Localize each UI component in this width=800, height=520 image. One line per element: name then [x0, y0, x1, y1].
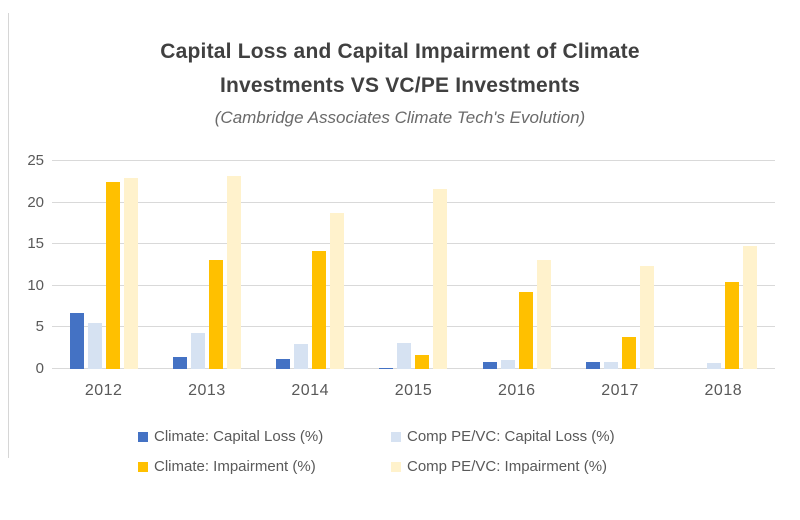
- x-tick-label-2015: 2015: [394, 382, 433, 399]
- bar-climate_imp-2014: [312, 250, 327, 369]
- bar-group-2013: [155, 161, 258, 369]
- x-tick-label-2018: 2018: [704, 382, 743, 399]
- bar-group-2012: [52, 161, 155, 369]
- bar-comp_loss-2012: [87, 323, 102, 369]
- gridline-0: [52, 368, 775, 369]
- chart-title-line2: Investments VS VC/PE Investments: [219, 74, 581, 97]
- bar-comp_loss-2015: [397, 343, 412, 369]
- legend-label-climate_loss: Climate: Capital Loss (%): [154, 428, 324, 445]
- bar-group-2015: [362, 161, 465, 369]
- bar-climate_loss-2013: [172, 357, 187, 369]
- y-tick-label-20: 20: [27, 193, 44, 211]
- bar-climate_loss-2014: [276, 359, 291, 369]
- legend-marker-comp_loss: [391, 431, 401, 442]
- y-axis: 0 5 10 15 20 25: [0, 152, 44, 377]
- chart-title-line1: Capital Loss and Capital Impairment of C…: [160, 40, 640, 63]
- bar-climate_imp-2016: [518, 291, 533, 369]
- gridline-10: [52, 284, 775, 286]
- bar-comp_imp-2012: [123, 177, 138, 369]
- bar-comp_imp-2017: [640, 265, 655, 369]
- bars-layer: [52, 161, 775, 369]
- legend-item-comp_loss: Comp PE/VC: Capital Loss (%): [391, 428, 701, 445]
- bar-comp_loss-2013: [190, 333, 205, 369]
- bar-climate_loss-2016: [482, 361, 497, 369]
- legend-marker-comp_imp: [391, 461, 401, 472]
- bar-climate_loss-2012: [69, 313, 84, 369]
- bar-group-2018: [672, 161, 775, 369]
- legend-item-climate_loss: Climate: Capital Loss (%): [138, 428, 391, 445]
- bar-group-2016: [465, 161, 568, 369]
- legend-marker-climate_loss: [138, 431, 148, 442]
- legend-label-climate_imp: Climate: Impairment (%): [154, 458, 316, 475]
- bar-comp_imp-2015: [433, 189, 448, 369]
- bar-comp_imp-2014: [330, 213, 345, 369]
- x-tick-label-2012: 2012: [84, 382, 123, 399]
- y-tick-label-10: 10: [27, 276, 44, 294]
- y-tick-label-0: 0: [35, 360, 44, 377]
- bar-comp_imp-2018: [743, 245, 758, 369]
- x-tick-label-2017: 2017: [601, 382, 639, 399]
- bar-climate_imp-2018: [725, 282, 740, 369]
- bar-climate_imp-2013: [208, 260, 223, 369]
- bar-comp_imp-2013: [226, 175, 241, 369]
- chart-subtitle: (Cambridge Associates Climate Tech's Evo…: [214, 108, 586, 127]
- x-tick-label-2016: 2016: [497, 382, 536, 399]
- bar-comp_loss-2018: [707, 363, 722, 369]
- bar-comp_loss-2016: [500, 359, 515, 369]
- bar-comp_loss-2014: [294, 344, 309, 369]
- legend-label-comp_loss: Comp PE/VC: Capital Loss (%): [407, 428, 615, 445]
- bar-climate_imp-2012: [105, 181, 120, 369]
- legend-item-comp_imp: Comp PE/VC: Impairment (%): [391, 458, 701, 475]
- bar-group-2014: [259, 161, 362, 369]
- left-border-line: [8, 13, 9, 458]
- x-axis: 2012 2013 2014 2015 2016 2017 2018: [52, 382, 775, 400]
- bar-climate_loss-2017: [586, 361, 601, 369]
- bar-climate_imp-2017: [622, 337, 637, 369]
- plot-area: [52, 160, 775, 369]
- x-tick-label-2014: 2014: [291, 382, 329, 399]
- bar-group-2017: [568, 161, 671, 369]
- legend: Climate: Capital Loss (%) Comp PE/VC: Cap…: [138, 428, 701, 475]
- bar-climate_loss-2015: [379, 368, 394, 369]
- legend-label-comp_imp: Comp PE/VC: Impairment (%): [407, 458, 608, 475]
- legend-marker-climate_imp: [138, 461, 148, 472]
- bar-climate_imp-2015: [415, 354, 430, 369]
- legend-item-climate_imp: Climate: Impairment (%): [138, 458, 391, 475]
- gridline-25: [52, 160, 775, 161]
- bar-comp_loss-2017: [604, 361, 619, 369]
- gridline-5: [52, 326, 775, 328]
- y-tick-label-25: 25: [27, 152, 44, 169]
- bar-comp_imp-2016: [536, 260, 551, 369]
- x-tick-label-2013: 2013: [188, 382, 226, 399]
- gridline-20: [52, 201, 775, 203]
- gridline-15: [52, 243, 775, 245]
- y-tick-label-5: 5: [35, 318, 44, 336]
- y-tick-label-15: 15: [27, 235, 44, 253]
